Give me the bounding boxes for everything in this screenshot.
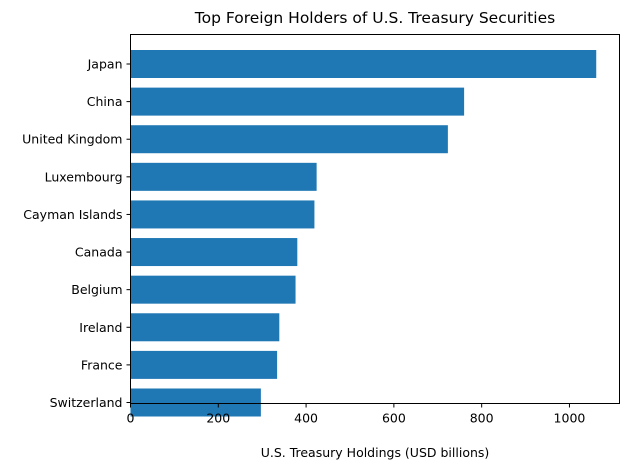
plot-frame xyxy=(130,34,620,404)
bar xyxy=(130,388,261,417)
y-tick-label: Belgium xyxy=(71,282,122,297)
y-tick-label: China xyxy=(87,94,123,109)
bar xyxy=(130,275,296,304)
x-tick-label: 0 xyxy=(127,411,135,426)
x-tick-label: 800 xyxy=(470,411,494,426)
bar xyxy=(130,238,298,267)
y-axis: Japan China United Kingdom Luxembourg Cayman… xyxy=(22,57,131,410)
bar xyxy=(130,87,465,116)
chart-title: Top Foreign Holders of U.S. Treasury Sec… xyxy=(194,9,555,27)
bar xyxy=(130,350,278,379)
y-tick-label: Switzerland xyxy=(50,395,123,410)
bar xyxy=(130,162,317,191)
x-axis-label: U.S. Treasury Holdings (USD billions) xyxy=(261,445,490,460)
bar xyxy=(130,125,448,154)
bar xyxy=(130,50,597,78)
y-tick-label: Luxembourg xyxy=(45,169,123,184)
x-tick-label: 200 xyxy=(206,411,230,426)
y-tick-label: France xyxy=(81,357,123,372)
x-tick-label: 400 xyxy=(294,411,318,426)
x-axis: 0 200 400 600 800 1000 xyxy=(127,403,586,426)
x-tick-label: 1000 xyxy=(554,411,586,426)
bar xyxy=(130,313,280,342)
y-tick-label: Japan xyxy=(87,57,123,72)
bar xyxy=(130,200,315,229)
y-tick-label: United Kingdom xyxy=(22,132,122,147)
x-tick-label: 600 xyxy=(382,411,406,426)
bars-layer xyxy=(130,50,597,417)
y-tick-label: Ireland xyxy=(79,320,122,335)
y-tick-label: Cayman Islands xyxy=(23,207,122,222)
y-tick-label: Canada xyxy=(75,245,123,260)
